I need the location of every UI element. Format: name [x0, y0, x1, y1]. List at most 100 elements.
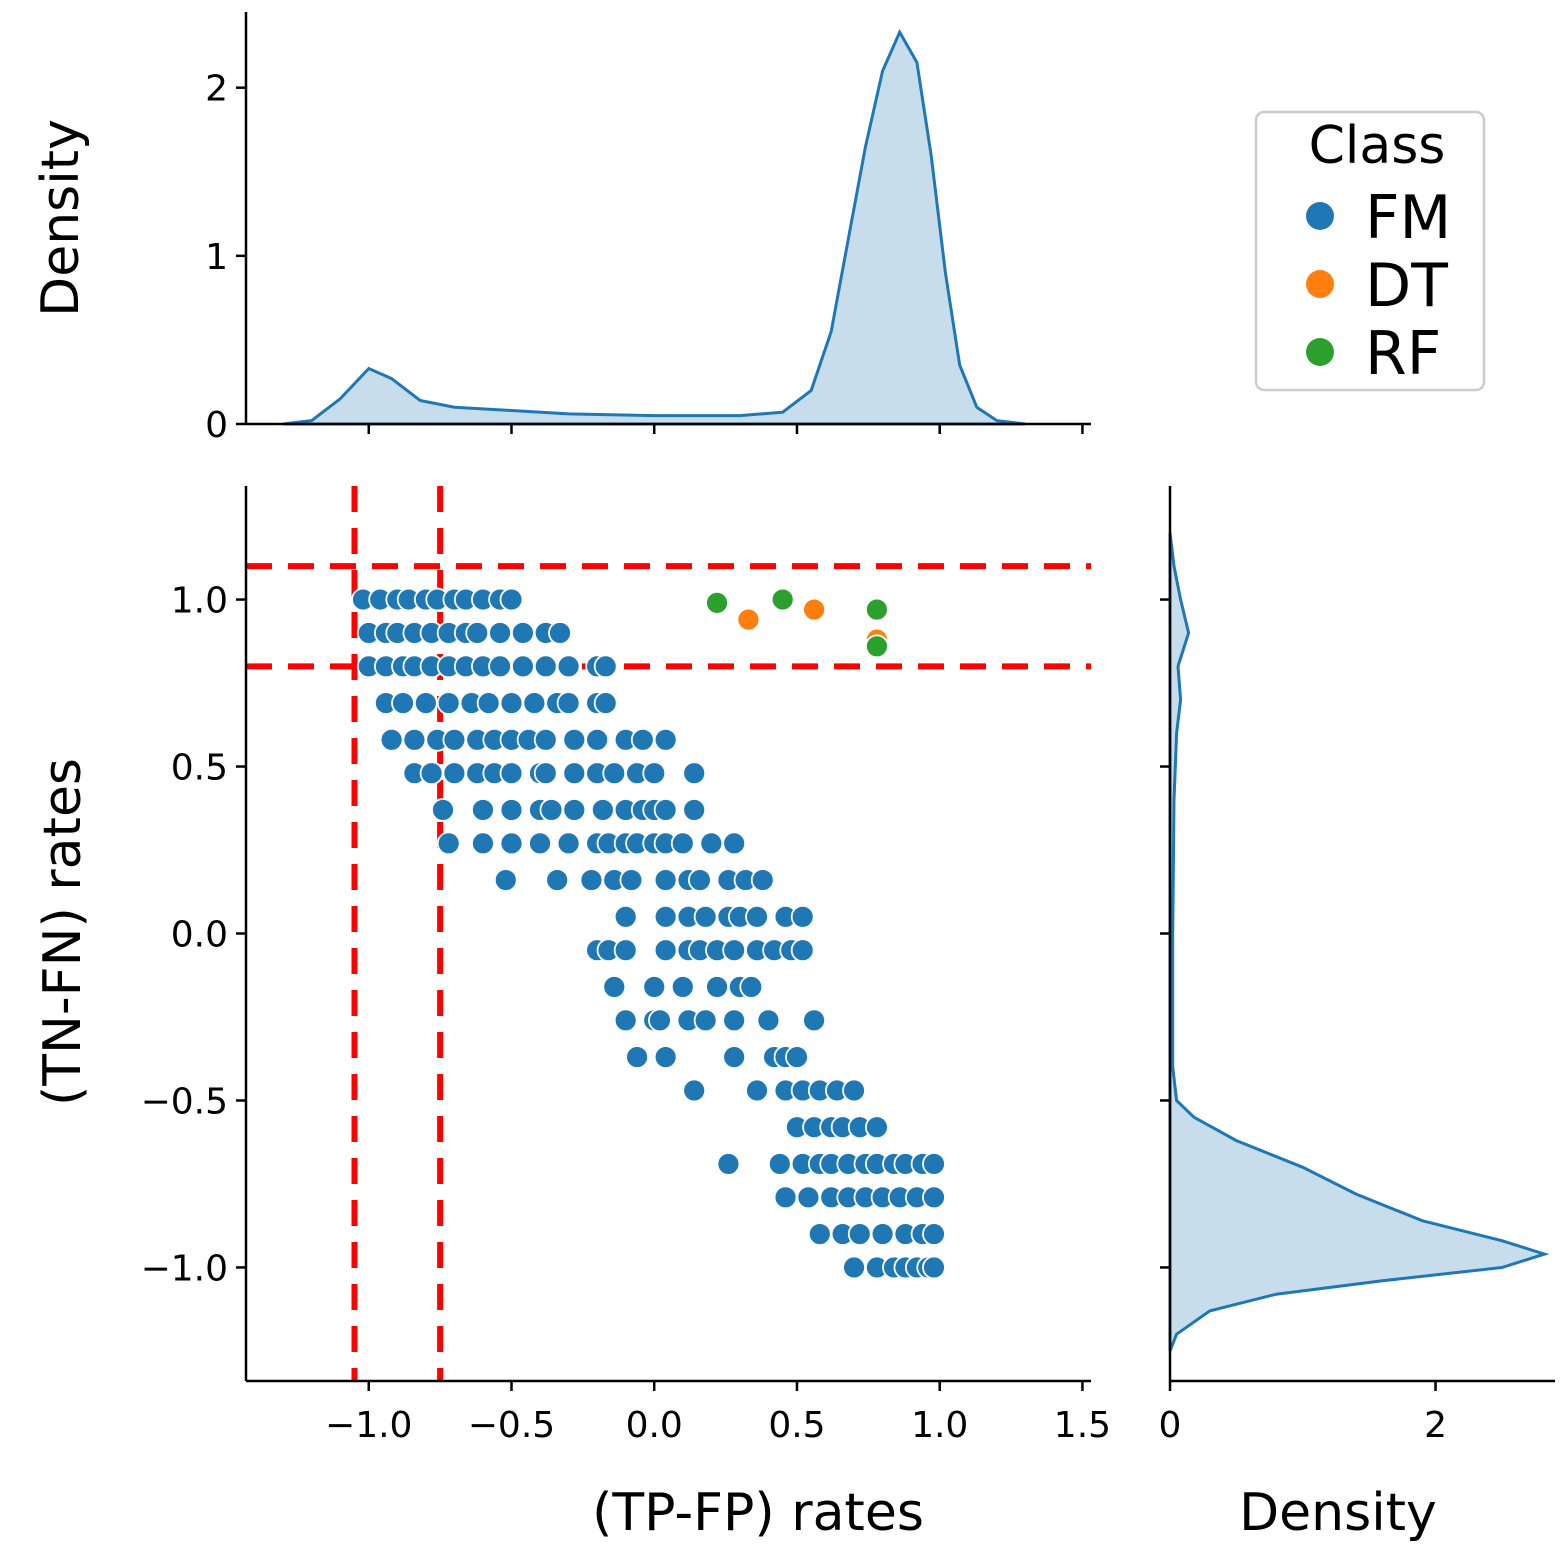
threshold-lines [246, 486, 1091, 1381]
point-fm [593, 654, 618, 679]
point-fm [493, 868, 518, 892]
main-x-ticks: −1.0 −0.5 0.0 0.5 1.0 1.5 [325, 1381, 1111, 1446]
point-fm [413, 691, 438, 715]
point-fm [471, 831, 495, 856]
legend-frame [1254, 110, 1486, 392]
top-density-curve [282, 28, 1026, 426]
main-y-tick-label: 0.0 [171, 915, 228, 956]
right-x-tick-label: 2 [1424, 1405, 1447, 1446]
point-fm [653, 1045, 678, 1069]
main-y-tick-label: −0.5 [141, 1081, 228, 1122]
point-rf [770, 587, 795, 612]
point-fm [499, 691, 524, 715]
point-fm [465, 621, 490, 645]
top-x-ticks [367, 424, 1084, 434]
top-y-axis-label: Density [31, 119, 91, 317]
point-fm [722, 938, 747, 963]
point-fm [705, 975, 729, 999]
point-fm [391, 691, 415, 715]
point-fm [842, 1255, 866, 1280]
legend-marker-fm [1306, 202, 1334, 230]
point-fm [528, 831, 552, 856]
point-fm [739, 975, 764, 999]
point-fm [499, 798, 524, 822]
main-x-tick-label: −1.0 [325, 1405, 412, 1446]
legend-label-dt: DT [1365, 251, 1448, 321]
point-fm [842, 1078, 866, 1103]
point-fm [471, 798, 495, 822]
point-fm [796, 1185, 821, 1210]
right-x-axis-label: Density [1239, 1483, 1437, 1543]
point-fm [613, 1008, 638, 1033]
point-fm [585, 727, 610, 752]
point-fm [750, 868, 775, 892]
point-fm [442, 761, 467, 786]
point-fm [716, 1152, 741, 1176]
point-fm [870, 1222, 895, 1246]
point-fm [653, 727, 678, 752]
point-fm [773, 1185, 798, 1210]
point-fm [379, 727, 404, 752]
point-fm [864, 1115, 889, 1140]
point-dt [736, 607, 761, 632]
point-fm [436, 831, 461, 856]
point-fm [545, 868, 570, 892]
point-fm [522, 691, 547, 715]
point-fm [556, 691, 581, 715]
y-axis-label: (TN-FN) rates [33, 758, 93, 1106]
point-fm [613, 938, 638, 963]
point-fm [722, 1008, 747, 1033]
point-fm [653, 868, 678, 892]
point-fm [785, 1045, 809, 1069]
point-fm [653, 798, 678, 822]
main-x-tick-label: 0.0 [626, 1405, 683, 1446]
point-dt [802, 597, 826, 622]
point-fm [790, 938, 815, 963]
point-fm [682, 798, 707, 822]
point-rf [864, 597, 889, 622]
point-fm [488, 654, 512, 679]
main-y-tick-label: −1.0 [141, 1248, 228, 1289]
point-fm [642, 975, 667, 999]
point-fm [693, 904, 718, 929]
point-fm [402, 727, 427, 752]
point-fm [847, 1222, 872, 1246]
right-y-ticks [1160, 598, 1170, 1269]
point-fm [642, 761, 667, 786]
top-marginal-panel: 0 1 2 Density [31, 12, 1091, 446]
point-fm [722, 1045, 747, 1069]
legend-marker-rf [1306, 338, 1334, 366]
point-fm [807, 1222, 832, 1246]
point-fm [619, 868, 644, 892]
right-x-tick-label: 0 [1159, 1405, 1182, 1446]
point-fm [593, 691, 618, 715]
point-fm [648, 1008, 672, 1033]
point-fm [511, 621, 535, 645]
point-fm [556, 654, 581, 679]
point-fm [499, 831, 524, 856]
point-fm [670, 975, 695, 999]
point-fm [653, 904, 678, 929]
point-fm [699, 831, 724, 856]
main-x-tick-label: 0.5 [768, 1405, 825, 1446]
point-fm [682, 761, 707, 786]
main-panel: −1.0 −0.5 0.0 0.5 1.0 1.5 −1.0 −0.5 0.0 0.5 1.0 (… [33, 486, 1111, 1543]
point-fm [562, 798, 587, 822]
point-fm [745, 1078, 769, 1103]
top-y-tick-label: 1 [205, 237, 228, 278]
point-fm [533, 761, 558, 786]
point-fm [653, 938, 678, 963]
point-fm [922, 1185, 946, 1210]
legend-label-rf: RF [1365, 319, 1441, 389]
right-density-curve [1168, 532, 1550, 1352]
legend-label-fm: FM [1365, 183, 1451, 253]
point-fm [693, 1008, 718, 1033]
point-fm [602, 761, 627, 786]
point-rf [705, 590, 729, 615]
point-fm [579, 868, 604, 892]
point-fm [511, 654, 535, 679]
